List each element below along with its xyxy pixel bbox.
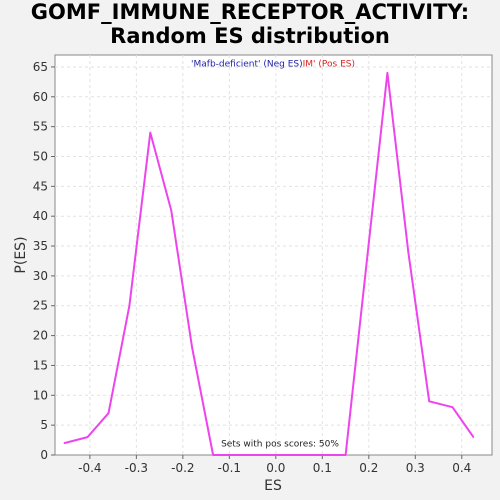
y-tick-label: 5 <box>40 418 48 432</box>
data-point <box>170 209 173 212</box>
data-point <box>451 406 454 409</box>
x-tick-label: 0.2 <box>359 461 378 475</box>
data-point <box>298 454 300 456</box>
data-point <box>107 412 110 415</box>
series-layer <box>63 71 475 456</box>
y-tick-label: 20 <box>33 329 48 343</box>
legend-neg-label: 'Mafb-deficient' (Neg ES) <box>191 60 303 70</box>
data-point <box>86 436 89 438</box>
axes: 0 5 10 15 20 25 30 35 40 45 50 55 60 65 -0.4 -0.3 -0.2 -0… <box>33 60 472 475</box>
legend: 'Mafb-deficient' (Neg ES)IM' (Pos ES) <box>191 60 355 70</box>
data-point <box>275 454 277 456</box>
plot-area <box>54 54 493 456</box>
x-tick-label: 0.3 <box>406 461 425 475</box>
x-tick-label: -0.1 <box>218 461 241 475</box>
data-point <box>254 454 256 456</box>
y-tick-label: 30 <box>33 269 48 283</box>
series-line <box>64 71 475 456</box>
y-tick-label: 60 <box>33 90 48 104</box>
chart-title-line-2: Random ES distribution <box>110 24 390 48</box>
y-tick-label: 0 <box>40 448 48 462</box>
x-tick-label: -0.3 <box>125 461 148 475</box>
data-point <box>63 442 66 444</box>
y-axis-title: P(ES) <box>13 236 29 273</box>
y-tick-label: 40 <box>33 209 48 223</box>
data-point <box>386 72 389 74</box>
grid <box>55 55 492 455</box>
chart-title: GOMF_IMMUNE_RECEPTOR_ACTIVITY: Random ES… <box>0 0 500 48</box>
y-tick-label: 25 <box>33 299 48 313</box>
x-tick-label: 0.0 <box>266 461 285 475</box>
data-point <box>321 454 324 456</box>
data-point <box>407 251 410 253</box>
y-tick-label: 50 <box>33 149 48 163</box>
x-tick-label: -0.2 <box>171 461 194 475</box>
y-tick-label: 65 <box>33 60 48 74</box>
data-point <box>428 400 431 403</box>
chart-title-line-1: GOMF_IMMUNE_RECEPTOR_ACTIVITY: <box>30 0 470 24</box>
data-point <box>233 454 235 456</box>
x-tick-label: 0.4 <box>452 461 471 475</box>
x-axis-title: ES <box>264 478 282 494</box>
y-tick-label: 55 <box>33 120 48 134</box>
y-tick-label: 15 <box>33 358 48 372</box>
data-point <box>212 454 214 456</box>
data-point <box>472 436 475 438</box>
pos-scores-annotation: Sets with pos scores: 50% <box>221 440 339 450</box>
data-point <box>128 304 131 307</box>
y-tick-label: 10 <box>33 388 48 402</box>
y-tick-label: 45 <box>33 179 48 193</box>
x-tick-label: -0.4 <box>78 461 101 475</box>
x-tick-label: 0.1 <box>313 461 332 475</box>
data-point <box>344 454 347 456</box>
data-point <box>191 346 193 349</box>
legend-pos-label: IM' (Pos ES) <box>303 60 355 70</box>
data-point <box>149 131 152 134</box>
y-tick-label: 35 <box>33 239 48 253</box>
data-point <box>365 263 368 265</box>
